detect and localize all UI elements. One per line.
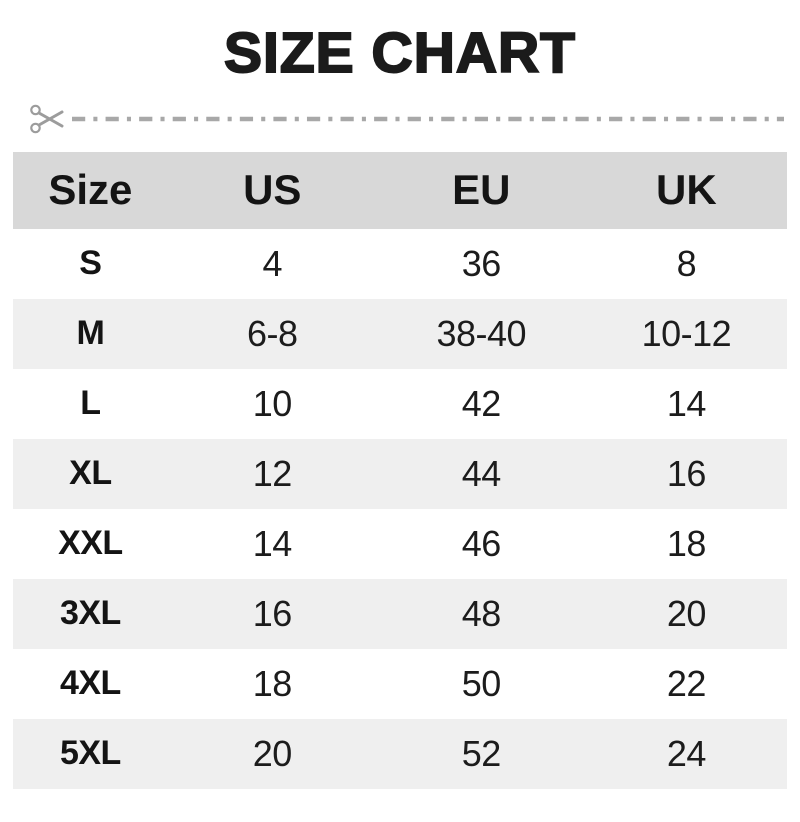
us-cell: 18 <box>252 662 293 704</box>
uk-cell: 22 <box>666 662 707 704</box>
eu-cell: 48 <box>461 592 502 634</box>
us-cell: 20 <box>252 732 293 774</box>
size-cell: 5XL <box>59 734 121 773</box>
us-cell: 4 <box>262 242 283 284</box>
size-cell: S <box>79 244 102 283</box>
us-cell: 6-8 <box>247 312 298 354</box>
table-row: 5XL 20 52 24 <box>13 718 787 789</box>
size-chart-page: SIZE CHART Size US EU UK S 4 36 8 M 6-8 <box>0 20 800 822</box>
dashed-cut-line <box>72 116 784 122</box>
scissors-icon <box>30 104 64 134</box>
us-cell: 12 <box>252 452 293 494</box>
uk-cell: 14 <box>666 382 707 424</box>
size-cell: L <box>80 384 101 423</box>
us-cell: 10 <box>252 382 293 424</box>
uk-cell: 20 <box>666 592 707 634</box>
table-row: XXL 14 46 18 <box>13 509 787 579</box>
table-row: 4XL 18 50 22 <box>13 649 787 719</box>
eu-cell: 38-40 <box>436 312 527 354</box>
header-uk: UK <box>656 166 717 214</box>
uk-cell: 18 <box>666 522 707 564</box>
size-cell: M <box>76 314 105 353</box>
size-cell: 3XL <box>59 594 121 633</box>
uk-cell: 8 <box>676 242 697 284</box>
size-cell: XL <box>69 454 112 493</box>
us-cell: 14 <box>252 522 293 564</box>
eu-cell: 50 <box>461 662 502 704</box>
size-chart-table: Size US EU UK S 4 36 8 M 6-8 38-40 10-12… <box>13 151 787 789</box>
eu-cell: 36 <box>461 242 502 284</box>
us-cell: 16 <box>252 592 293 634</box>
uk-cell: 10-12 <box>641 312 732 354</box>
size-cell: 4XL <box>59 664 121 703</box>
table-row: XL 12 44 16 <box>13 438 787 509</box>
table-header-row: Size US EU UK <box>13 151 787 229</box>
cut-line <box>30 101 784 137</box>
header-us: US <box>243 166 302 214</box>
table-row: M 6-8 38-40 10-12 <box>13 298 787 369</box>
table-row: S 4 36 8 <box>13 229 787 299</box>
table-row: 3XL 16 48 20 <box>13 578 787 649</box>
table-row: L 10 42 14 <box>13 369 787 439</box>
header-size: Size <box>48 166 133 214</box>
header-eu: EU <box>452 166 511 214</box>
uk-cell: 16 <box>666 452 707 494</box>
eu-cell: 44 <box>461 452 502 494</box>
size-cell: XXL <box>58 524 123 563</box>
eu-cell: 52 <box>461 732 502 774</box>
eu-cell: 46 <box>461 522 502 564</box>
eu-cell: 42 <box>461 382 502 424</box>
page-title: SIZE CHART <box>223 20 576 86</box>
uk-cell: 24 <box>666 732 707 774</box>
